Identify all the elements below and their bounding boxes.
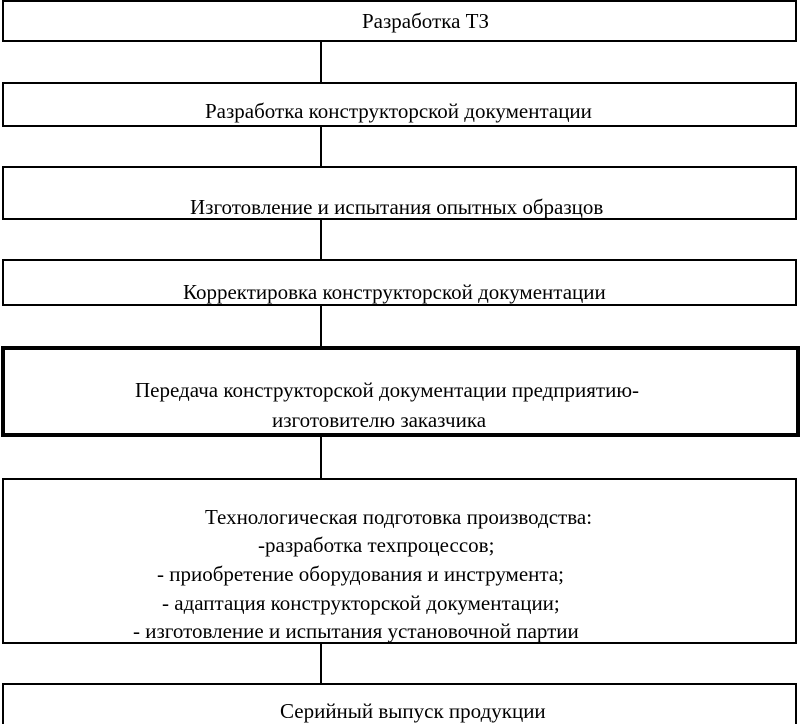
step-sublabel: - изготовление и испытания установочной … [133, 619, 579, 643]
step-label: Серийный выпуск продукции [280, 699, 546, 723]
step-box-tech-prep [2, 478, 797, 644]
step-box-design-docs [2, 82, 797, 127]
connector-line [320, 126, 322, 167]
connector-line [320, 219, 322, 260]
step-label: Разработка конструкторской документации [205, 99, 592, 123]
step-label: Изготовление и испытания опытных образцо… [190, 195, 604, 219]
step-label: Корректировка конструкторской документац… [183, 280, 606, 304]
step-box-transfer [1, 346, 800, 437]
step-label: Разработка ТЗ [362, 9, 490, 33]
step-box-serial [2, 683, 797, 724]
step-label: изготовителю заказчика [272, 408, 487, 432]
connector-line [320, 436, 322, 479]
step-box-correction [2, 259, 797, 306]
step-sublabel: -разработка техпроцессов; [258, 533, 495, 557]
connector-line [320, 643, 322, 684]
step-box-tz [2, 0, 797, 42]
step-label: Технологическая подготовка производства: [205, 505, 593, 529]
step-sublabel: - приобретение оборудования и инструмент… [157, 562, 564, 586]
step-box-prototypes [2, 166, 797, 220]
connector-line [320, 305, 322, 348]
step-sublabel: - адаптация конструкторской документации… [162, 591, 560, 615]
step-label: Передача конструкторской документации пр… [135, 378, 640, 402]
connector-line [320, 41, 322, 83]
